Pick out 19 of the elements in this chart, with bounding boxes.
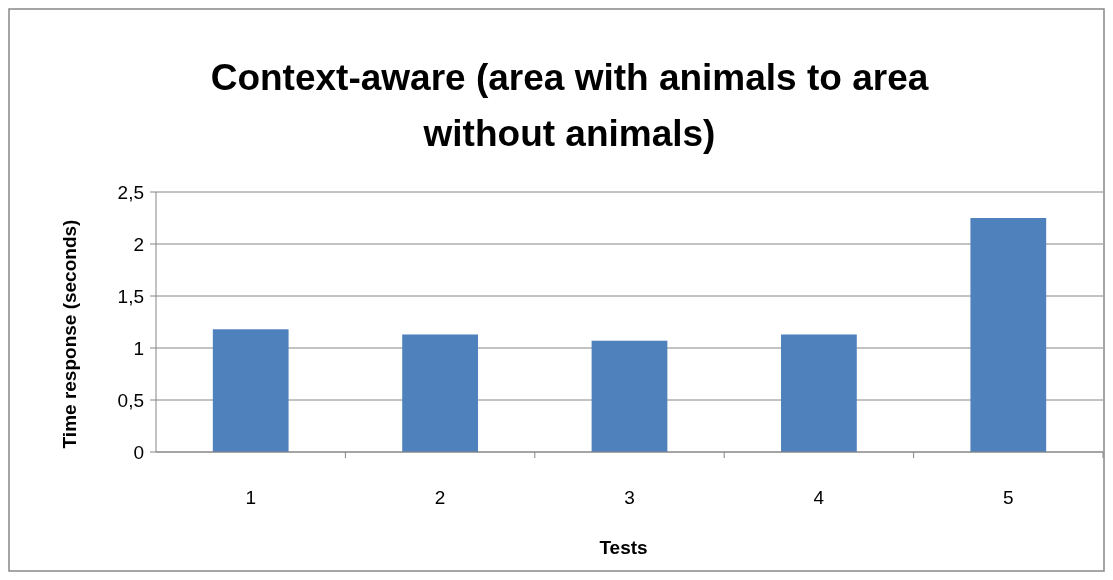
x-tick-label: 1 — [245, 487, 256, 508]
bar — [402, 334, 478, 452]
bar — [591, 340, 668, 452]
y-tick-label: 0,5 — [117, 389, 144, 411]
x-tick-label: 3 — [624, 487, 635, 508]
y-tick-label: 1,5 — [117, 285, 144, 307]
x-axis-title: Tests — [599, 537, 648, 558]
x-tick-label: 5 — [1003, 487, 1014, 508]
y-tick-label: 2,5 — [117, 181, 144, 203]
x-tick-label: 2 — [434, 487, 446, 508]
y-tick-label: 0 — [133, 441, 144, 463]
y-axis-title: Time response (seconds) — [59, 219, 80, 449]
y-tick-label: 2 — [133, 233, 144, 255]
bar — [970, 218, 1047, 452]
chart-title: Context-aware (area with animals to area without animals) — [210, 57, 929, 154]
bar — [781, 334, 857, 452]
x-tick-label: 4 — [813, 487, 825, 508]
bar — [212, 329, 289, 452]
y-tick-label: 1 — [133, 337, 144, 359]
